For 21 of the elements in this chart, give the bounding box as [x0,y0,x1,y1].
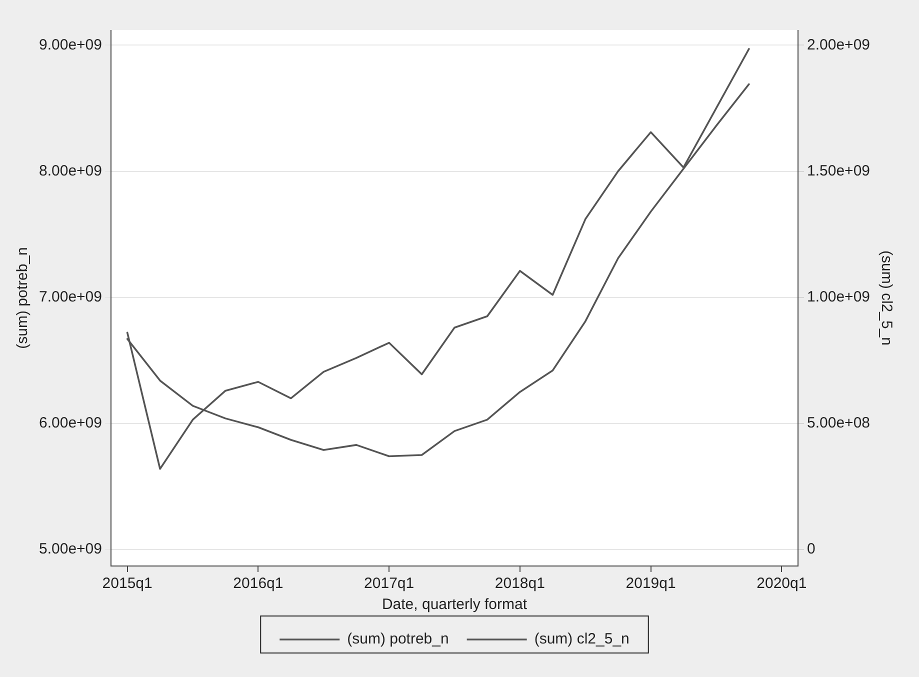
y2-tick-label: 1.00e+09 [807,288,870,306]
x-tick-label: 2019q1 [626,575,676,592]
x-axis-title: Date, quarterly format [382,596,528,614]
x-tick-label: 2016q1 [233,575,284,592]
x-tick-label: 2017q1 [364,575,414,592]
y2-axis-title: (sum) cl2_5_n [878,250,895,346]
y-axis-title: (sum) potreb_n [14,247,32,349]
x-tick-label: 2018q1 [494,575,545,592]
y2-tick-label: 5.00e+08 [807,414,870,432]
x-tick-label: 2020q1 [756,575,807,592]
legend-label: (sum) potreb_n [347,630,449,648]
legend-label: (sum) cl2_5_n [534,630,630,648]
y-tick-label: 8.00e+09 [38,162,102,180]
x-tick-label: 2015q1 [102,575,152,592]
y2-tick-label: 2.00e+09 [807,36,870,54]
y2-tick-label: 1.50e+09 [807,162,870,180]
y-tick-label: 9.00e+09 [38,36,102,54]
y2-tick-label: 0 [807,540,816,558]
y-tick-label: 5.00e+09 [38,540,102,558]
y-tick-label: 7.00e+09 [38,288,102,306]
y-tick-label: 6.00e+09 [38,414,102,432]
